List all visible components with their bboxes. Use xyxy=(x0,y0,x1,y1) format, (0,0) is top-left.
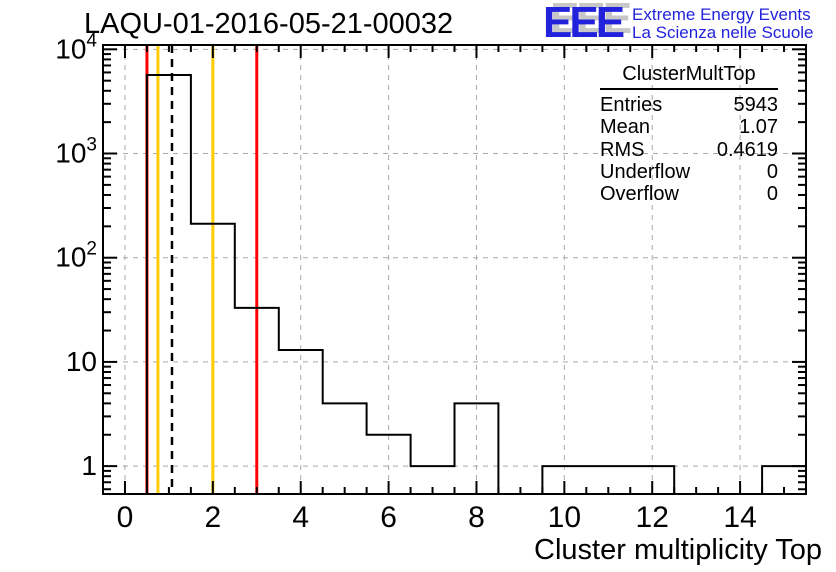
x-tick-label: 10 xyxy=(548,501,581,534)
stats-row-rms: RMS 0.4619 xyxy=(600,139,778,161)
x-tick-label: 14 xyxy=(723,501,756,534)
stats-label: Underflow xyxy=(600,160,691,183)
y-tick-label: 103 xyxy=(55,135,97,169)
stats-value: 0 xyxy=(766,183,778,206)
x-axis-title-group: Cluster multiplicity Top xyxy=(534,534,822,566)
stats-label: RMS xyxy=(600,138,645,161)
stats-value: 5943 xyxy=(733,94,779,116)
stats-value: 0 xyxy=(766,160,778,183)
eee-logo: EEE Extreme Energy Events La Scienza nel… xyxy=(543,0,814,47)
x-tick-label: 0 xyxy=(117,501,134,534)
axis-ticks xyxy=(103,45,806,494)
eee-logo-tagline: Extreme Energy Events La Scienza nelle S… xyxy=(632,2,813,42)
histogram-steps xyxy=(103,74,806,495)
stats-row-entries: Entries 5943 xyxy=(600,94,778,116)
y-tick-label: 1 xyxy=(81,450,97,481)
page-title: LAQU-01-2016-05-21-00032 xyxy=(84,8,454,40)
stats-row-mean: Mean 1.07 xyxy=(600,116,778,138)
stats-value: 1.07 xyxy=(739,116,778,139)
x-axis-title: Cluster multiplicity Top xyxy=(534,534,822,566)
y-tick-label: 102 xyxy=(55,239,97,273)
stats-row-underflow: Underflow 0 xyxy=(600,161,778,183)
stats-box: ClusterMultTop Entries 5943 Mean 1.07 RM… xyxy=(600,62,778,205)
x-tick-label: 4 xyxy=(292,501,309,534)
y-tick-labels: 1 10 102 103 104 xyxy=(55,30,97,481)
x-tick-labels: 0 2 4 6 8 10 12 14 xyxy=(117,501,757,534)
x-tick-label: 8 xyxy=(468,501,485,534)
x-tick-label: 12 xyxy=(636,501,669,534)
stats-label: Entries xyxy=(600,94,663,116)
stats-row-overflow: Overflow 0 xyxy=(600,183,778,205)
y-tick-label: 10 xyxy=(66,346,97,377)
stats-label: Overflow xyxy=(600,183,679,206)
x-tick-label: 2 xyxy=(205,501,222,534)
eee-logo-tagline-line1: Extreme Energy Events xyxy=(632,5,811,24)
x-tick-label: 6 xyxy=(380,501,397,534)
stats-value: 0.4619 xyxy=(716,138,778,161)
stats-box-title: ClusterMultTop xyxy=(600,62,778,90)
histogram xyxy=(103,74,806,495)
stats-box-rows: Entries 5943 Mean 1.07 RMS 0.4619 Underf… xyxy=(600,90,778,205)
stats-label: Mean xyxy=(600,116,651,139)
y-tick-label: 104 xyxy=(55,30,97,64)
eee-logo-tagline-line2: La Scienza nelle Scuole xyxy=(632,23,814,42)
eee-logo-acronym: EEE xyxy=(543,0,625,47)
